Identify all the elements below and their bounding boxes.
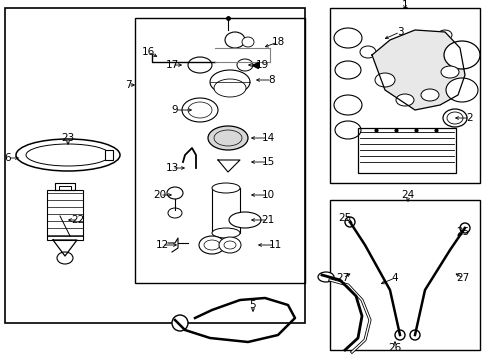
Polygon shape (371, 30, 464, 110)
Ellipse shape (228, 212, 261, 228)
Ellipse shape (442, 109, 466, 127)
Ellipse shape (394, 330, 404, 340)
Text: 14: 14 (261, 133, 274, 143)
Ellipse shape (182, 98, 218, 122)
Text: 27: 27 (336, 273, 349, 283)
Ellipse shape (237, 59, 252, 71)
Ellipse shape (187, 57, 212, 73)
Text: 25: 25 (455, 227, 468, 237)
Ellipse shape (242, 37, 253, 47)
Ellipse shape (16, 139, 120, 171)
Text: 7: 7 (124, 80, 131, 90)
Text: 12: 12 (155, 240, 168, 250)
Bar (329, 8, 479, 183)
Ellipse shape (167, 187, 183, 199)
Ellipse shape (395, 94, 413, 106)
Bar (5, 8, 305, 323)
Text: 26: 26 (387, 343, 401, 353)
Text: 15: 15 (261, 157, 274, 167)
Ellipse shape (437, 30, 451, 40)
Bar (212, 188, 240, 233)
Ellipse shape (445, 78, 477, 102)
Bar (105, 150, 113, 160)
Text: 27: 27 (455, 273, 468, 283)
Ellipse shape (168, 208, 182, 218)
Text: 22: 22 (71, 215, 84, 225)
Text: 19: 19 (255, 60, 268, 70)
Text: 11: 11 (268, 240, 281, 250)
Ellipse shape (209, 70, 249, 94)
Text: 10: 10 (261, 190, 274, 200)
Bar (135, 18, 305, 283)
Ellipse shape (187, 102, 212, 118)
Text: 18: 18 (271, 37, 284, 47)
Ellipse shape (374, 73, 394, 87)
Ellipse shape (446, 112, 462, 124)
Ellipse shape (224, 32, 244, 48)
Bar (47, 190, 83, 240)
Ellipse shape (459, 223, 469, 233)
Ellipse shape (203, 240, 220, 250)
Ellipse shape (443, 41, 479, 69)
Ellipse shape (317, 272, 333, 282)
Ellipse shape (212, 228, 240, 238)
Text: 17: 17 (165, 60, 178, 70)
Ellipse shape (359, 46, 375, 58)
Ellipse shape (26, 144, 110, 166)
Text: 5: 5 (249, 300, 256, 310)
Ellipse shape (440, 66, 458, 78)
Ellipse shape (345, 217, 354, 227)
Ellipse shape (333, 95, 361, 115)
Ellipse shape (214, 79, 245, 97)
Text: 1: 1 (401, 0, 407, 10)
Bar (357, 128, 455, 173)
Ellipse shape (57, 252, 73, 264)
Ellipse shape (224, 241, 236, 249)
Ellipse shape (199, 236, 224, 254)
Text: 2: 2 (466, 113, 472, 123)
Ellipse shape (416, 36, 432, 48)
Bar (329, 200, 479, 350)
Text: 4: 4 (391, 273, 398, 283)
Ellipse shape (333, 28, 361, 48)
Ellipse shape (420, 89, 438, 101)
Ellipse shape (334, 121, 360, 139)
Ellipse shape (409, 330, 419, 340)
Text: 25: 25 (338, 213, 351, 223)
Text: 6: 6 (5, 153, 11, 163)
Text: 16: 16 (141, 47, 154, 57)
Ellipse shape (207, 126, 247, 150)
Text: 8: 8 (268, 75, 275, 85)
Text: 9: 9 (171, 105, 178, 115)
Ellipse shape (334, 61, 360, 79)
Ellipse shape (214, 130, 242, 146)
Text: 3: 3 (396, 27, 403, 37)
Text: 21: 21 (261, 215, 274, 225)
Text: 24: 24 (401, 190, 414, 200)
Text: 20: 20 (153, 190, 166, 200)
Text: 23: 23 (61, 133, 75, 143)
Ellipse shape (219, 237, 241, 253)
Ellipse shape (172, 315, 187, 331)
Ellipse shape (212, 183, 240, 193)
Text: 13: 13 (165, 163, 178, 173)
